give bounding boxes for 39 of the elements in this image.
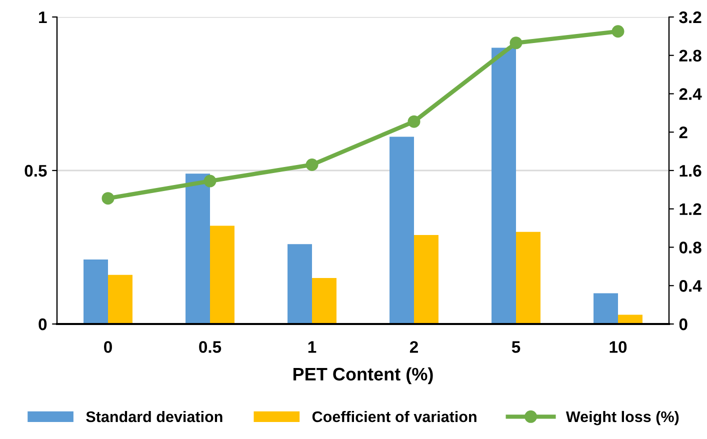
- y-tick-label: 1: [39, 12, 47, 24]
- y-tick-label: 0: [38, 318, 47, 330]
- y2-tick-label: 0: [679, 318, 688, 330]
- y2-tick-label: 2.4: [679, 88, 702, 100]
- x-axis-title: PET Content (%): [294, 367, 433, 384]
- x-tick-label: 5: [512, 341, 520, 353]
- bar: [210, 226, 234, 324]
- point: [102, 192, 114, 205]
- bar: [312, 278, 336, 324]
- point: [510, 36, 522, 50]
- legend-label: Weight loss (%): [566, 410, 679, 426]
- y2-tick-label: 2: [679, 126, 688, 138]
- legend-label: Standard deviation: [86, 410, 222, 422]
- legend-label: Coefficient of variation: [312, 410, 476, 422]
- bar: [594, 293, 618, 324]
- y2-tick-label: 2.8: [679, 50, 702, 62]
- bar: [84, 260, 108, 324]
- bar: [492, 48, 516, 324]
- y2-tick-label: 0.4: [679, 280, 702, 292]
- y-tick-label: 0.5: [24, 164, 47, 177]
- y2-tick-label: 1.2: [680, 203, 702, 215]
- bar: [414, 234, 438, 324]
- point: [612, 25, 624, 38]
- y2-tick-label: 3.2: [679, 11, 702, 24]
- x-tick-label: 1: [308, 341, 316, 353]
- x-tick-label: 0: [104, 341, 112, 353]
- bar: [390, 136, 414, 324]
- point: [408, 115, 420, 128]
- bar: [516, 232, 540, 324]
- point: [204, 174, 216, 188]
- x-tick-label: 2: [410, 341, 418, 353]
- x-tick-label: 10: [610, 341, 627, 353]
- bar: [108, 274, 132, 324]
- y2-tick-label: 0.8: [679, 242, 702, 254]
- point: [306, 158, 318, 171]
- bar: [288, 244, 312, 324]
- y2-tick-label: 1.6: [680, 164, 702, 177]
- x-tick-label: 0.5: [199, 341, 222, 353]
- bar: [186, 174, 210, 324]
